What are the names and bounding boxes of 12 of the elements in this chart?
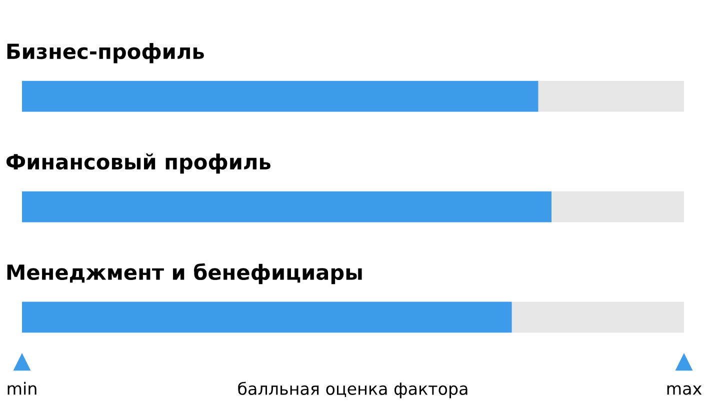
bar [22,191,552,222]
bar [22,80,538,112]
text: max [667,385,702,395]
x-axis-title: балльная оценка фактора [238,382,468,398]
y-tick-label: Бизнес-профиль [7,43,204,64]
text: min [8,382,36,395]
bar [538,80,684,112]
y-tick-label: Менеджмент и бенефициары [7,263,362,284]
bar [22,302,512,333]
bar [552,191,684,222]
bar [512,302,684,333]
y-tick-label: Финансовый профиль [6,153,270,174]
